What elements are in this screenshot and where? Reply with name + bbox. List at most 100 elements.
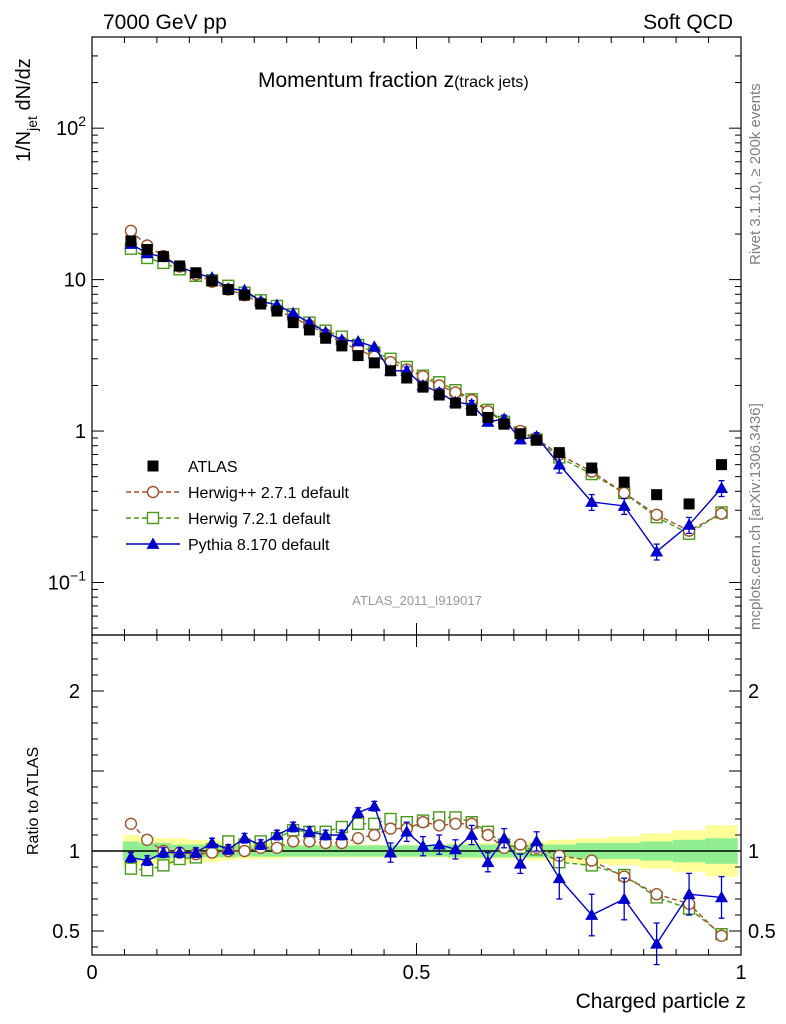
point-atlas bbox=[368, 357, 380, 369]
main-series bbox=[124, 224, 729, 561]
ratio-point-herwigpp bbox=[238, 844, 251, 858]
ratio-point-pythia bbox=[238, 831, 252, 844]
ratio-point-herwig7 bbox=[157, 859, 170, 872]
point-atlas bbox=[651, 489, 663, 501]
point-atlas bbox=[716, 459, 728, 471]
y-tick-label-ratio-right: 2 bbox=[748, 681, 759, 703]
point-atlas bbox=[385, 365, 397, 377]
x-tick-label: 0 bbox=[86, 962, 97, 984]
ratio-point-pythia bbox=[416, 839, 430, 852]
ratio-point-pythia bbox=[156, 846, 170, 858]
point-atlas bbox=[466, 404, 478, 416]
x-tick-label: 1 bbox=[735, 962, 746, 984]
ratio-point-pythia bbox=[448, 842, 462, 855]
ratio-point-pythia bbox=[465, 828, 479, 840]
ratio-point-herwig7 bbox=[368, 817, 381, 830]
point-atlas bbox=[618, 476, 630, 488]
point-pythia bbox=[617, 499, 631, 511]
ratio-series-herwig7 bbox=[124, 811, 728, 941]
series-line-pythia bbox=[130, 243, 723, 553]
legend-label-herwig7: Herwig 7.2.1 default bbox=[188, 511, 331, 528]
x-tick-label: 0.5 bbox=[403, 962, 431, 984]
point-atlas bbox=[531, 434, 543, 446]
legend-item-pythia: Pythia 8.170 default bbox=[126, 537, 330, 554]
ratio-point-herwigpp bbox=[715, 929, 728, 942]
ratio-point-pythia bbox=[189, 846, 203, 858]
point-atlas bbox=[174, 260, 186, 272]
ratio-point-herwigpp bbox=[416, 816, 430, 829]
y-tick-label-ratio: 1 bbox=[69, 841, 80, 863]
point-atlas bbox=[255, 298, 267, 310]
legend-label-herwigpp: Herwig++ 2.7.1 default bbox=[188, 485, 350, 502]
ratio-point-pythia bbox=[124, 850, 138, 863]
ratio-series-herwigpp bbox=[124, 816, 728, 942]
point-herwigpp bbox=[617, 486, 631, 500]
point-pythia bbox=[367, 340, 381, 352]
ratio-point-pythia bbox=[432, 838, 446, 850]
legend-marker-atlas bbox=[147, 460, 159, 472]
plot-title: Momentum fraction z(track jets) bbox=[258, 69, 529, 92]
ratio-point-pythia bbox=[351, 806, 365, 818]
point-atlas bbox=[320, 332, 332, 344]
ratio-point-pythia bbox=[481, 855, 495, 868]
point-pythia bbox=[715, 481, 729, 493]
point-atlas bbox=[287, 317, 299, 329]
point-atlas bbox=[433, 389, 445, 401]
ratio-point-herwigpp bbox=[124, 817, 138, 830]
point-pythia bbox=[650, 545, 664, 557]
ratio-point-herwigpp bbox=[286, 835, 300, 848]
ratio-point-herwig7 bbox=[124, 862, 138, 875]
ratio-point-pythia bbox=[221, 842, 235, 855]
ratio-point-herwigpp bbox=[384, 822, 397, 835]
legend-item-herwigpp: Herwig++ 2.7.1 default bbox=[126, 485, 350, 502]
y-tick-label-main: 10 bbox=[64, 270, 86, 292]
y-tick-label-exp: −1 bbox=[70, 567, 86, 583]
point-atlas bbox=[498, 418, 510, 430]
y-tick-label-base: 10 bbox=[48, 572, 70, 594]
header-right: Soft QCD bbox=[643, 11, 733, 34]
point-atlas bbox=[586, 462, 598, 474]
point-atlas bbox=[417, 381, 429, 393]
ratio-point-pythia bbox=[270, 828, 284, 840]
ratio-point-pythia bbox=[497, 831, 511, 844]
point-atlas bbox=[141, 244, 153, 256]
point-atlas bbox=[239, 289, 251, 301]
y-tick-label-main: 10−1 bbox=[48, 567, 86, 594]
y-tick-label-ratio-right: 1 bbox=[748, 841, 759, 863]
ratio-point-pythia bbox=[254, 838, 268, 850]
point-atlas bbox=[401, 372, 413, 384]
ratio-point-pythia bbox=[140, 854, 154, 866]
y-tick-label-ratio-right: 0.5 bbox=[748, 921, 776, 943]
series-atlas bbox=[125, 235, 728, 510]
ratio-point-pythia bbox=[513, 857, 527, 869]
ratio-point-herwig7 bbox=[140, 864, 154, 877]
ratio-series-pythia bbox=[124, 799, 729, 966]
ratio-point-herwigpp bbox=[351, 832, 365, 845]
point-pythia bbox=[585, 495, 599, 507]
ratio-point-pythia bbox=[650, 937, 664, 949]
ratio-point-pythia bbox=[715, 890, 729, 903]
legend-marker-pythia bbox=[146, 537, 160, 549]
point-herwigpp bbox=[715, 507, 728, 520]
y-tick-label-main: 102 bbox=[56, 113, 86, 140]
analysis-watermark: ATLAS_2011_I919017 bbox=[352, 593, 482, 608]
ratio-point-pythia bbox=[319, 828, 333, 840]
ratio-point-pythia bbox=[173, 846, 187, 858]
point-atlas bbox=[336, 340, 348, 352]
legend-item-herwig7: Herwig 7.2.1 default bbox=[126, 511, 331, 528]
ratio-line-herwig7 bbox=[130, 816, 722, 935]
y-tick-label-ratio: 2 bbox=[69, 681, 80, 703]
point-atlas bbox=[352, 350, 364, 362]
ratio-point-pythia bbox=[617, 892, 631, 904]
ratio-point-pythia bbox=[585, 908, 599, 920]
ratio-series bbox=[124, 799, 729, 966]
y-tick-label-ratio: 0.5 bbox=[52, 921, 80, 943]
point-herwigpp bbox=[650, 508, 663, 521]
ratio-point-herwigpp bbox=[303, 835, 316, 848]
mcplots-label: mcplots.cern.ch [arXiv:1306.3436] bbox=[747, 403, 764, 630]
point-pythia bbox=[286, 306, 300, 319]
point-atlas bbox=[514, 428, 526, 440]
point-atlas bbox=[553, 447, 565, 459]
legend-label-atlas: ATLAS bbox=[188, 459, 238, 476]
